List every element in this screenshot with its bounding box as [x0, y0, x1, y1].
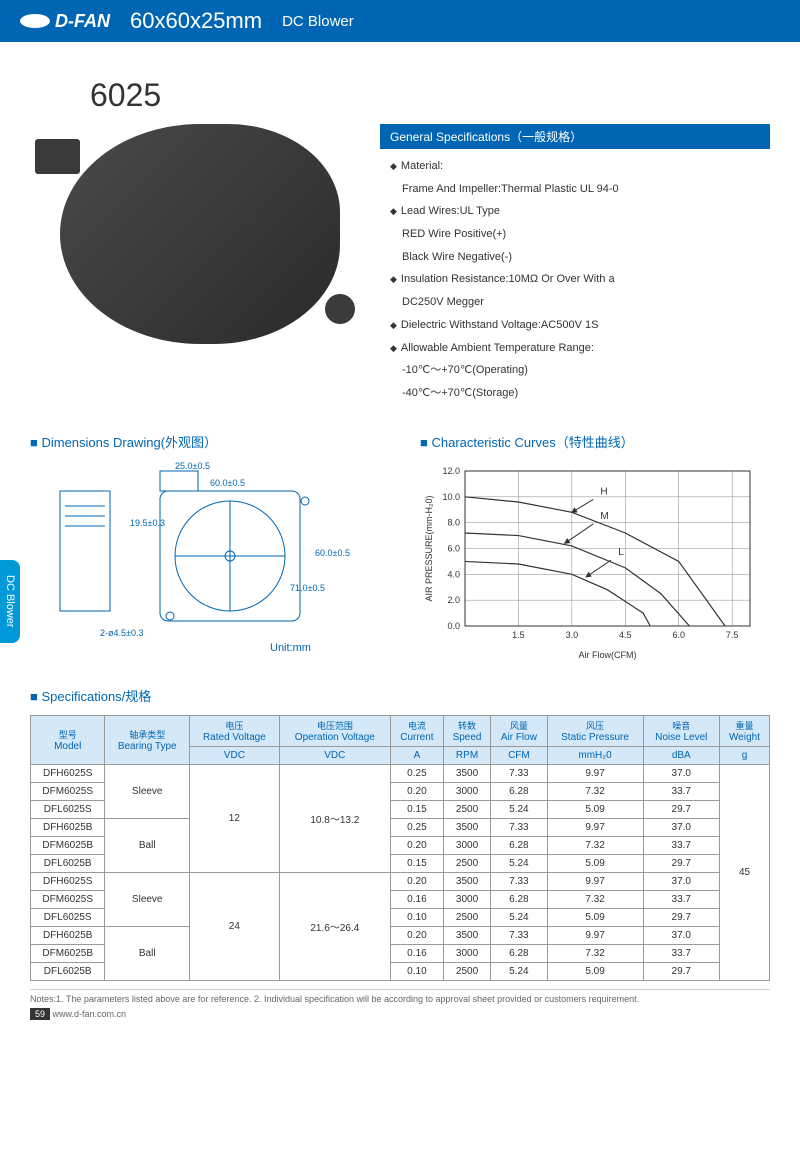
svg-text:0.0: 0.0	[447, 621, 460, 631]
svg-text:6.0: 6.0	[672, 630, 685, 640]
spec-item: Dielectric Withstand Voltage:AC500V 1S	[390, 316, 770, 335]
section-curves: Characteristic Curves（特性曲线）	[420, 432, 770, 451]
svg-text:8.0: 8.0	[447, 517, 460, 527]
product-image	[60, 124, 340, 344]
svg-text:Unit:mm: Unit:mm	[270, 642, 311, 654]
table-row: DFH6025BBall0.2035007.339.9737.0	[31, 926, 770, 944]
header-type: DC Blower	[282, 13, 354, 30]
specs-header: General Specifications（一般规格）	[380, 124, 770, 149]
svg-text:2.0: 2.0	[447, 595, 460, 605]
spec-sub: -10℃～+70℃(Operating)	[402, 361, 770, 380]
brand: D-FAN	[55, 11, 110, 32]
svg-text:60.0±0.5: 60.0±0.5	[210, 478, 245, 488]
svg-text:25.0±0.5: 25.0±0.5	[175, 461, 210, 471]
header-dimensions: 60x60x25mm	[130, 8, 262, 34]
table-row: DFH6025SSleeve1210.8～13.20.2535007.339.9…	[31, 764, 770, 782]
svg-text:10.0: 10.0	[442, 491, 460, 501]
spec-sub: -40℃～+70℃(Storage)	[402, 384, 770, 403]
svg-text:4.0: 4.0	[447, 569, 460, 579]
svg-text:60.0±0.5: 60.0±0.5	[315, 548, 350, 558]
spec-item: Insulation Resistance:10MΩ Or Over With …	[390, 270, 770, 289]
spec-sub: DC250V Megger	[402, 293, 770, 312]
footer: 59 www.d-fan.com.cn	[30, 1008, 770, 1020]
side-tab: DC Blower	[0, 560, 20, 643]
model-title: 6025	[90, 77, 770, 114]
svg-text:19.5±0.3: 19.5±0.3	[130, 518, 165, 528]
svg-text:L: L	[618, 547, 624, 558]
logo-icon	[20, 14, 50, 28]
spec-item: Allowable Ambient Temperature Range:	[390, 339, 770, 358]
logo: D-FAN	[20, 11, 110, 32]
characteristic-chart: 0.0 2.0 4.0 6.0 8.0 10.0 12.0 1.5 3.0 4.5 6.0 7.5 H M…	[420, 461, 760, 661]
section-dimensions: Dimensions Drawing(外观图）	[30, 432, 380, 451]
svg-text:H: H	[600, 486, 607, 497]
spec-sub: Black Wire Negative(-)	[402, 248, 770, 267]
svg-text:AIR PRESSURE(mm-H₂0): AIR PRESSURE(mm-H₂0)	[424, 495, 434, 601]
svg-text:6.0: 6.0	[447, 543, 460, 553]
spec-item: Material:	[390, 157, 770, 176]
page-number: 59	[30, 1008, 50, 1020]
general-specs: General Specifications（一般规格） Material: Fr…	[380, 124, 770, 407]
table-row: DFH6025SSleeve2421.6～26.40.2035007.339.9…	[31, 872, 770, 890]
spec-item: Lead Wires:UL Type	[390, 202, 770, 221]
notes: Notes:1. The parameters listed above are…	[30, 989, 770, 1004]
header: D-FAN 60x60x25mm DC Blower	[0, 0, 800, 42]
specs-table: 型号Model轴承类型Bearing Type电压Rated Voltage电压…	[30, 715, 770, 981]
svg-text:4.5: 4.5	[619, 630, 632, 640]
spec-sub: Frame And Impeller:Thermal Plastic UL 94…	[402, 180, 770, 199]
svg-text:12.0: 12.0	[442, 466, 460, 476]
spec-sub: RED Wire Positive(+)	[402, 225, 770, 244]
url: www.d-fan.com.cn	[53, 1009, 127, 1019]
svg-text:71.0±0.5: 71.0±0.5	[290, 583, 325, 593]
section-specs: Specifications/规格	[30, 686, 770, 705]
table-row: DFH6025BBall0.2535007.339.9737.0	[31, 818, 770, 836]
svg-text:Air Flow(CFM): Air Flow(CFM)	[579, 650, 637, 660]
svg-text:M: M	[600, 510, 608, 521]
svg-text:3.0: 3.0	[566, 630, 579, 640]
svg-text:7.5: 7.5	[726, 630, 739, 640]
svg-text:1.5: 1.5	[512, 630, 525, 640]
dimensions-drawing: 25.0±0.5 60.0±0.5 60.0±0.5 19.5±0.3 71.0…	[30, 461, 370, 661]
svg-text:2-ø4.5±0.3: 2-ø4.5±0.3	[100, 628, 143, 638]
